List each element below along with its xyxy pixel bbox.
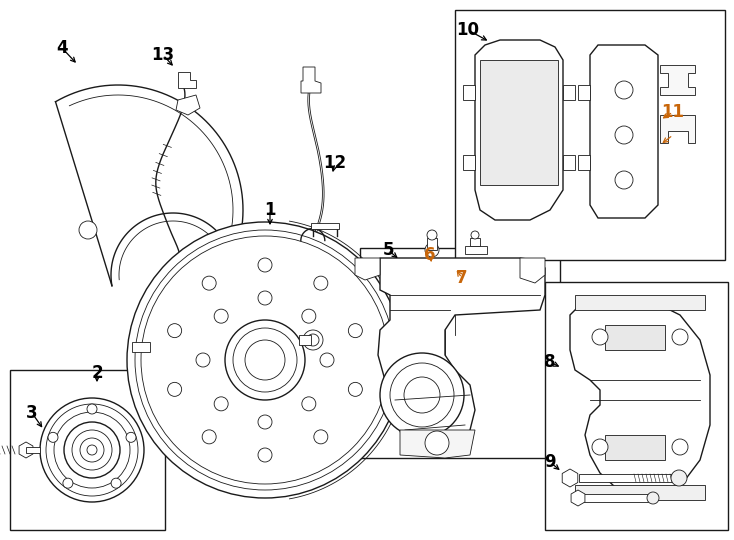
Circle shape bbox=[196, 353, 210, 367]
Circle shape bbox=[64, 422, 120, 478]
Circle shape bbox=[48, 433, 58, 442]
Circle shape bbox=[258, 448, 272, 462]
Circle shape bbox=[63, 478, 73, 488]
Bar bbox=[578, 494, 648, 502]
Polygon shape bbox=[463, 85, 475, 100]
Circle shape bbox=[214, 397, 228, 411]
Polygon shape bbox=[176, 95, 200, 115]
Circle shape bbox=[87, 404, 97, 414]
Polygon shape bbox=[378, 258, 545, 455]
Polygon shape bbox=[563, 85, 575, 100]
Circle shape bbox=[314, 430, 328, 444]
Circle shape bbox=[214, 309, 228, 323]
Polygon shape bbox=[575, 295, 705, 310]
Circle shape bbox=[167, 382, 181, 396]
Polygon shape bbox=[475, 40, 563, 220]
Polygon shape bbox=[400, 430, 475, 458]
Circle shape bbox=[349, 382, 363, 396]
Circle shape bbox=[302, 397, 316, 411]
Bar bbox=[545, 282, 728, 530]
Circle shape bbox=[127, 222, 403, 498]
Circle shape bbox=[592, 329, 608, 345]
Circle shape bbox=[615, 126, 633, 144]
Text: 13: 13 bbox=[151, 46, 175, 64]
Circle shape bbox=[307, 334, 319, 346]
Polygon shape bbox=[480, 60, 558, 185]
Bar bbox=[579, 474, 674, 482]
Polygon shape bbox=[590, 45, 658, 218]
Circle shape bbox=[40, 398, 144, 502]
Circle shape bbox=[314, 276, 328, 290]
Polygon shape bbox=[520, 258, 545, 283]
Bar bbox=[465, 246, 487, 254]
Circle shape bbox=[425, 243, 439, 257]
Polygon shape bbox=[463, 155, 475, 170]
Polygon shape bbox=[563, 155, 575, 170]
Text: 12: 12 bbox=[324, 154, 346, 172]
Text: 2: 2 bbox=[91, 364, 103, 382]
Circle shape bbox=[258, 291, 272, 305]
Polygon shape bbox=[19, 442, 33, 458]
Circle shape bbox=[615, 171, 633, 189]
Polygon shape bbox=[301, 67, 321, 93]
Text: 11: 11 bbox=[661, 103, 685, 121]
Polygon shape bbox=[660, 65, 695, 95]
Circle shape bbox=[258, 258, 272, 272]
Text: 4: 4 bbox=[57, 39, 68, 57]
Bar bbox=[470, 238, 480, 246]
Bar bbox=[427, 238, 437, 250]
Text: 8: 8 bbox=[544, 353, 556, 371]
Circle shape bbox=[320, 353, 334, 367]
Bar bbox=[310, 222, 339, 228]
Circle shape bbox=[258, 415, 272, 429]
Polygon shape bbox=[578, 85, 590, 100]
Text: 6: 6 bbox=[424, 246, 436, 264]
Bar bbox=[360, 248, 560, 458]
Polygon shape bbox=[178, 72, 196, 88]
Circle shape bbox=[167, 323, 181, 338]
Circle shape bbox=[302, 309, 316, 323]
Polygon shape bbox=[578, 155, 590, 170]
Circle shape bbox=[126, 433, 136, 442]
Polygon shape bbox=[605, 435, 665, 460]
Text: 9: 9 bbox=[544, 453, 556, 471]
Circle shape bbox=[672, 329, 688, 345]
Circle shape bbox=[202, 276, 216, 290]
Text: 7: 7 bbox=[457, 269, 468, 287]
Circle shape bbox=[672, 439, 688, 455]
Polygon shape bbox=[570, 300, 710, 495]
Circle shape bbox=[303, 330, 323, 350]
Circle shape bbox=[349, 323, 363, 338]
Polygon shape bbox=[571, 490, 585, 506]
Text: 1: 1 bbox=[264, 201, 276, 219]
Text: 3: 3 bbox=[26, 404, 38, 422]
Circle shape bbox=[671, 470, 687, 486]
Polygon shape bbox=[660, 115, 695, 143]
Circle shape bbox=[380, 353, 464, 437]
Polygon shape bbox=[605, 325, 665, 350]
Circle shape bbox=[615, 81, 633, 99]
Bar bbox=[132, 342, 150, 352]
Text: 5: 5 bbox=[382, 241, 393, 259]
Circle shape bbox=[427, 230, 437, 240]
Polygon shape bbox=[562, 469, 578, 487]
Bar bbox=[455, 10, 725, 260]
Bar bbox=[299, 335, 311, 345]
Bar bbox=[10, 370, 165, 530]
Circle shape bbox=[425, 431, 449, 455]
Circle shape bbox=[592, 439, 608, 455]
Text: 10: 10 bbox=[457, 21, 479, 39]
Circle shape bbox=[647, 492, 659, 504]
Circle shape bbox=[79, 221, 97, 239]
Circle shape bbox=[111, 478, 121, 488]
Polygon shape bbox=[575, 485, 705, 500]
Circle shape bbox=[225, 320, 305, 400]
Circle shape bbox=[202, 430, 216, 444]
Circle shape bbox=[471, 231, 479, 239]
Polygon shape bbox=[355, 258, 380, 280]
Bar bbox=[26, 447, 40, 453]
